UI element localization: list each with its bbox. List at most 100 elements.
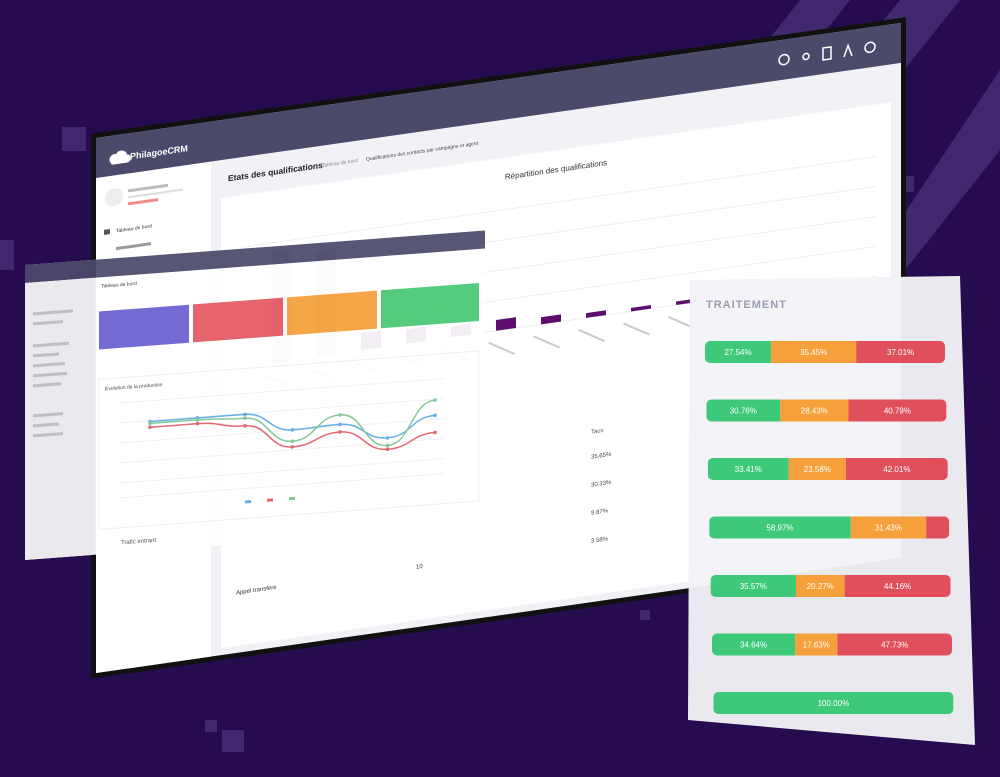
segment [845,458,948,480]
menu-item[interactable] [33,309,73,316]
avatar [105,188,123,207]
grid-line [120,417,445,444]
segment-label: 28.43% [801,407,828,416]
point [385,436,390,440]
table-row-value: 10 [416,564,423,571]
grid-line [241,155,876,248]
segment-label: 34.64% [740,641,767,650]
top-bar [96,22,901,178]
menu-item[interactable] [116,242,151,251]
segment [795,633,838,656]
menu-item[interactable] [33,432,63,438]
point [338,422,342,427]
top-icons [778,41,876,66]
point [433,430,437,435]
logo-bar [96,129,211,178]
segment-label: 35.57% [740,582,767,591]
line-chart [120,377,445,504]
point [243,423,247,428]
menu-item[interactable]: Tableau de bord [116,223,152,234]
grid-line [120,397,445,424]
point [433,413,437,418]
stacked-bars: 27.54% 35.45% 37.01% 30.76% 28.43% 40.79% 33.4… [705,341,954,714]
legend-swatch [267,498,273,502]
segment [705,341,772,363]
stat-card [193,297,283,343]
stripe [880,70,1000,270]
segment-label: 23.58% [804,465,831,474]
point [338,413,342,417]
segment-label: 33.41% [735,465,762,474]
menu-item[interactable] [33,341,69,348]
legend-swatch [289,496,295,501]
point [385,447,390,452]
sidebar-menu [33,309,73,438]
menu-item[interactable] [33,361,65,368]
breadcrumb[interactable]: Tableau de bord [322,158,358,169]
doc-icon [822,46,832,61]
stat-card [381,282,479,329]
bell-icon [802,52,810,61]
segment [710,575,796,597]
segment-label: 30.76% [730,407,757,416]
segment-label: 17.63% [803,641,830,650]
rate: 9.87% [591,508,609,516]
segment [780,399,849,422]
chart-card [98,350,480,530]
square [205,720,217,732]
x-tick-label [578,328,606,343]
segment-label: 20.27% [807,582,834,591]
point [338,430,342,434]
user-name [128,183,168,193]
top-bar [25,230,485,283]
stat-card [99,304,189,350]
stacked-bar [713,692,954,714]
menu-item[interactable] [33,382,61,388]
sidebar [25,277,93,560]
chart-title: Evolution de la production [105,382,163,392]
page-title: Tableau de bord [101,281,137,290]
stacked-bar [705,341,945,363]
menu-item[interactable] [33,352,59,358]
x-tick-label [668,316,696,330]
menu-item[interactable] [33,371,67,378]
user-role [128,188,183,199]
menu-item[interactable] [33,422,59,428]
stacked-bar [709,516,950,539]
chart-icon [843,43,853,58]
segment-label: 42.01% [883,465,910,474]
user-icon [864,41,876,54]
segment-label: 27.54% [724,348,751,357]
grid-line [120,437,445,464]
square [640,610,650,620]
segment [926,516,950,539]
segment [712,633,796,656]
stacked-bar [710,575,951,597]
square [62,127,86,151]
segment [844,575,951,597]
segment [795,575,845,597]
segment [848,399,947,422]
bar [496,317,516,331]
point [195,418,200,422]
point [195,421,200,426]
panel-title: TRAITEMENT [706,299,787,311]
point [243,412,247,417]
stacked-bar [706,399,947,422]
rate: 30.33% [591,480,612,489]
menu-icon [104,228,110,235]
menu-item[interactable] [33,320,63,326]
bar [586,310,606,318]
square [222,730,244,752]
point [243,416,247,421]
search-icon [778,53,790,66]
grid-line [120,457,445,484]
menu-item[interactable] [33,412,63,418]
grid-line [120,377,445,404]
segment-label: 100.00% [818,699,850,708]
dashboard-screen: Tableau de bord Evolution de la producti… [25,230,485,560]
segment-label: 40.79% [884,407,911,416]
point [148,421,152,426]
x-tick-label [623,322,651,336]
